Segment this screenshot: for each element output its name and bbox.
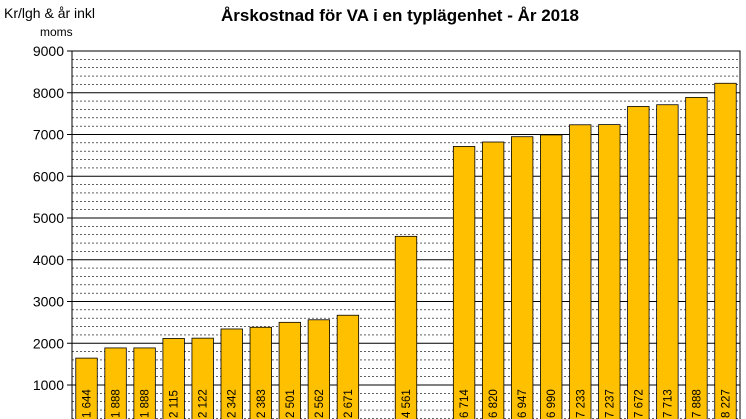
bar-value-label: 1 644 — [82, 389, 94, 418]
bar — [336, 314, 360, 419]
bar — [511, 136, 534, 419]
bar — [540, 134, 563, 419]
y-tick-label: 4000 — [33, 252, 64, 268]
bar-value-label: 6 714 — [459, 389, 471, 418]
bar-value-label: 6 947 — [517, 389, 529, 418]
bar — [452, 146, 476, 419]
bar-value-label: 1 888 — [111, 389, 123, 418]
bar — [569, 124, 592, 419]
bar — [278, 321, 301, 419]
y-tick-label: 9000 — [33, 43, 64, 59]
bar-value-label: 2 501 — [285, 389, 297, 418]
bar — [133, 347, 156, 419]
y-axis-label-line2: moms — [40, 25, 73, 39]
bar — [394, 235, 418, 419]
bar — [162, 338, 185, 419]
bar-value-label: 4 561 — [401, 389, 413, 418]
bar — [191, 337, 214, 419]
bar — [598, 124, 621, 419]
y-axis-label: Kr/lgh & år inkl moms — [4, 4, 114, 42]
bar — [220, 328, 243, 419]
bar-value-label: 7 233 — [575, 389, 587, 418]
y-tick-label: 7000 — [33, 127, 64, 143]
y-axis-label-line1: Kr/lgh & år inkl — [4, 5, 96, 21]
bar — [627, 106, 650, 419]
bar-value-label: 2 122 — [198, 389, 210, 418]
bar-value-label: 7 713 — [662, 389, 674, 418]
bar-value-label: 2 383 — [256, 389, 268, 418]
bar — [656, 104, 679, 419]
bar-value-label: 8 227 — [720, 389, 732, 418]
chart-title: Årskostnad för VA i en typlägenhet - År … — [220, 6, 580, 25]
bar — [481, 141, 505, 419]
bar-value-label: 6 820 — [488, 389, 500, 418]
bar — [104, 347, 127, 419]
bar — [714, 82, 737, 419]
bar-value-label: 7 237 — [604, 389, 616, 418]
bar-value-label: 7 888 — [691, 389, 703, 418]
bar — [249, 326, 272, 419]
y-tick-label: 6000 — [33, 168, 64, 184]
bar — [307, 319, 331, 419]
bar-value-label: 2 342 — [227, 389, 239, 418]
bar-value-label: 2 562 — [314, 389, 326, 418]
bar-value-label: 2 115 — [169, 390, 181, 418]
bar-value-label: 1 888 — [140, 389, 152, 418]
y-tick-label: 8000 — [33, 85, 64, 101]
y-tick-label: 1000 — [33, 377, 64, 393]
bar-value-label: 2 671 — [343, 389, 355, 418]
bar — [685, 97, 708, 419]
y-tick-label: 5000 — [33, 210, 64, 226]
y-tick-label: 3000 — [33, 294, 64, 310]
bar — [75, 357, 98, 419]
bar-value-label: 7 672 — [633, 389, 645, 418]
bar-value-label: 6 990 — [546, 389, 558, 418]
y-tick-label: 2000 — [33, 335, 64, 351]
